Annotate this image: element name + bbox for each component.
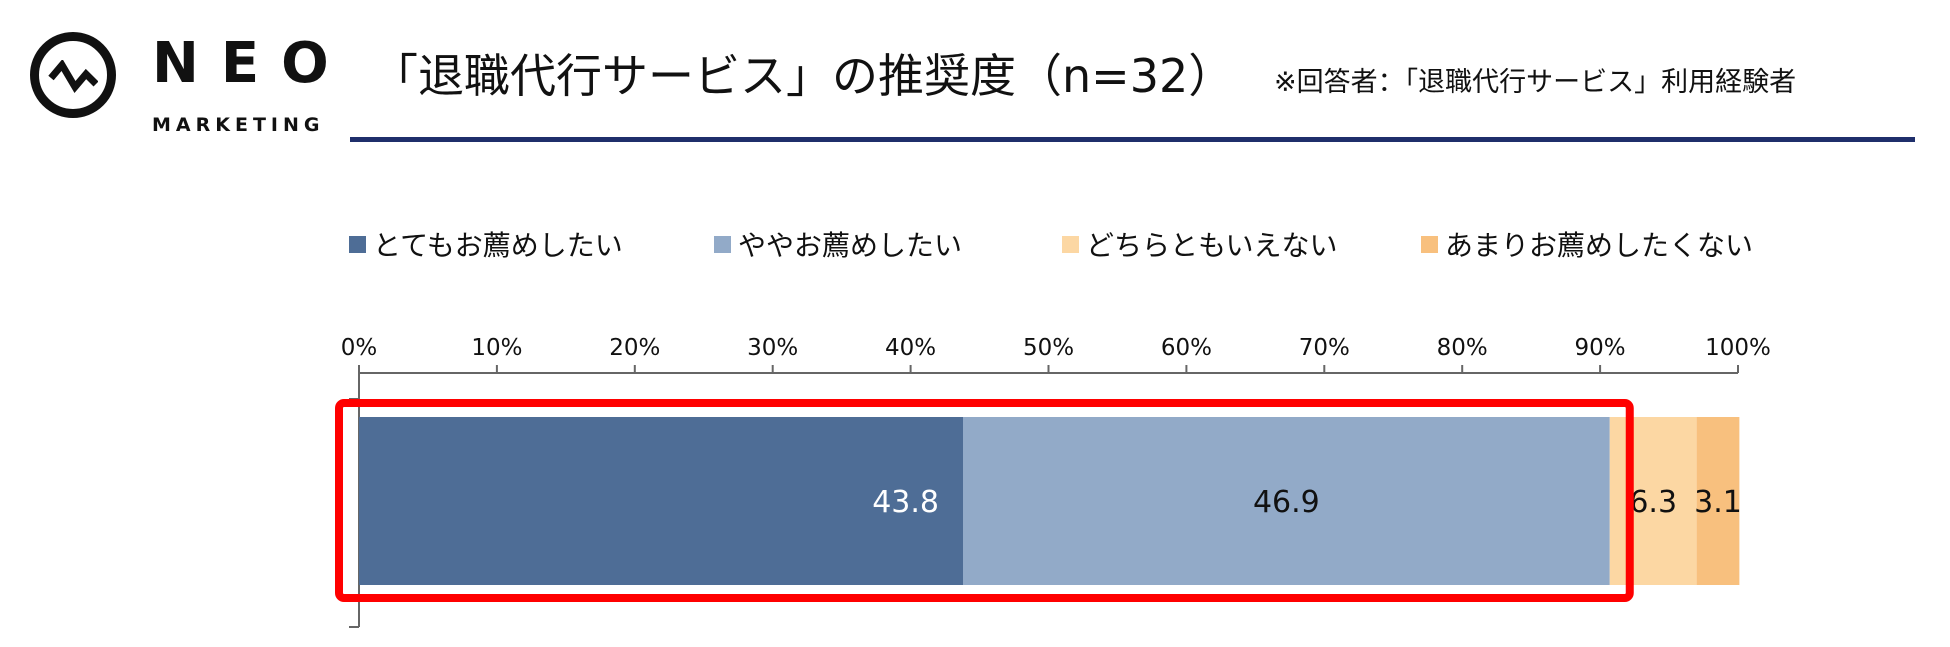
legend-swatch [1062,236,1079,253]
bar-segment [1696,417,1740,585]
legend-label: どちらともいえない [1086,229,1337,262]
logo-mark-icon [30,32,116,118]
title-underline [350,137,1915,142]
x-tick-label: 70% [1299,335,1350,361]
chart-subtitle: ※回答者：「退職代行サービス」利用経験者 [1274,67,1797,98]
x-tick-label: 40% [885,335,936,361]
legend-label: とてもお薦めしたい [373,229,623,262]
neo-marketing-logo: NEO MARKETING [24,28,354,138]
value-labels: 43.8 46.9 6.3 3.1 [335,399,1742,602]
bar-value-label: 46.9 [1253,485,1320,520]
legend-swatch [714,236,731,253]
bar-segment [1609,417,1697,585]
legend-swatch [1421,236,1438,253]
x-tick-label: 50% [1023,335,1074,361]
bars [359,417,1740,585]
x-tick-label: 80% [1437,335,1488,361]
bar-value-label: 6.3 [1629,485,1677,520]
logo-subtitle: MARKETING [152,114,325,136]
bar-value-label: 3.1 [1694,485,1742,520]
x-tick-label: 0% [341,335,378,361]
bar-value-label: 43.8 [872,485,939,520]
x-tick-label: 20% [609,335,660,361]
x-tick-label: 60% [1161,335,1212,361]
x-tick-label: 30% [747,335,798,361]
chart-title: 「退職代行サービス」の推奨度（n=32） [372,49,1235,103]
bar-segment [963,417,1610,585]
legend-swatch [349,236,366,253]
legend: とてもお薦めしたい ややお薦めしたい どちらともいえない あまりお薦めしたくない [349,229,1753,262]
x-axis: 0% 10% 20% 30% 40% 50% 60% 70% 80% 90% 100% [341,335,1771,628]
bar-segment [359,417,964,585]
x-tick-label: 90% [1575,335,1626,361]
x-tick-label: 10% [471,335,522,361]
highlight-frame [335,399,1634,602]
legend-label: ややお薦めしたい [738,229,962,262]
x-tick-label: 100% [1705,335,1771,361]
legend-label: あまりお薦めしたくない [1445,229,1753,262]
logo-name: NEO [152,31,351,96]
